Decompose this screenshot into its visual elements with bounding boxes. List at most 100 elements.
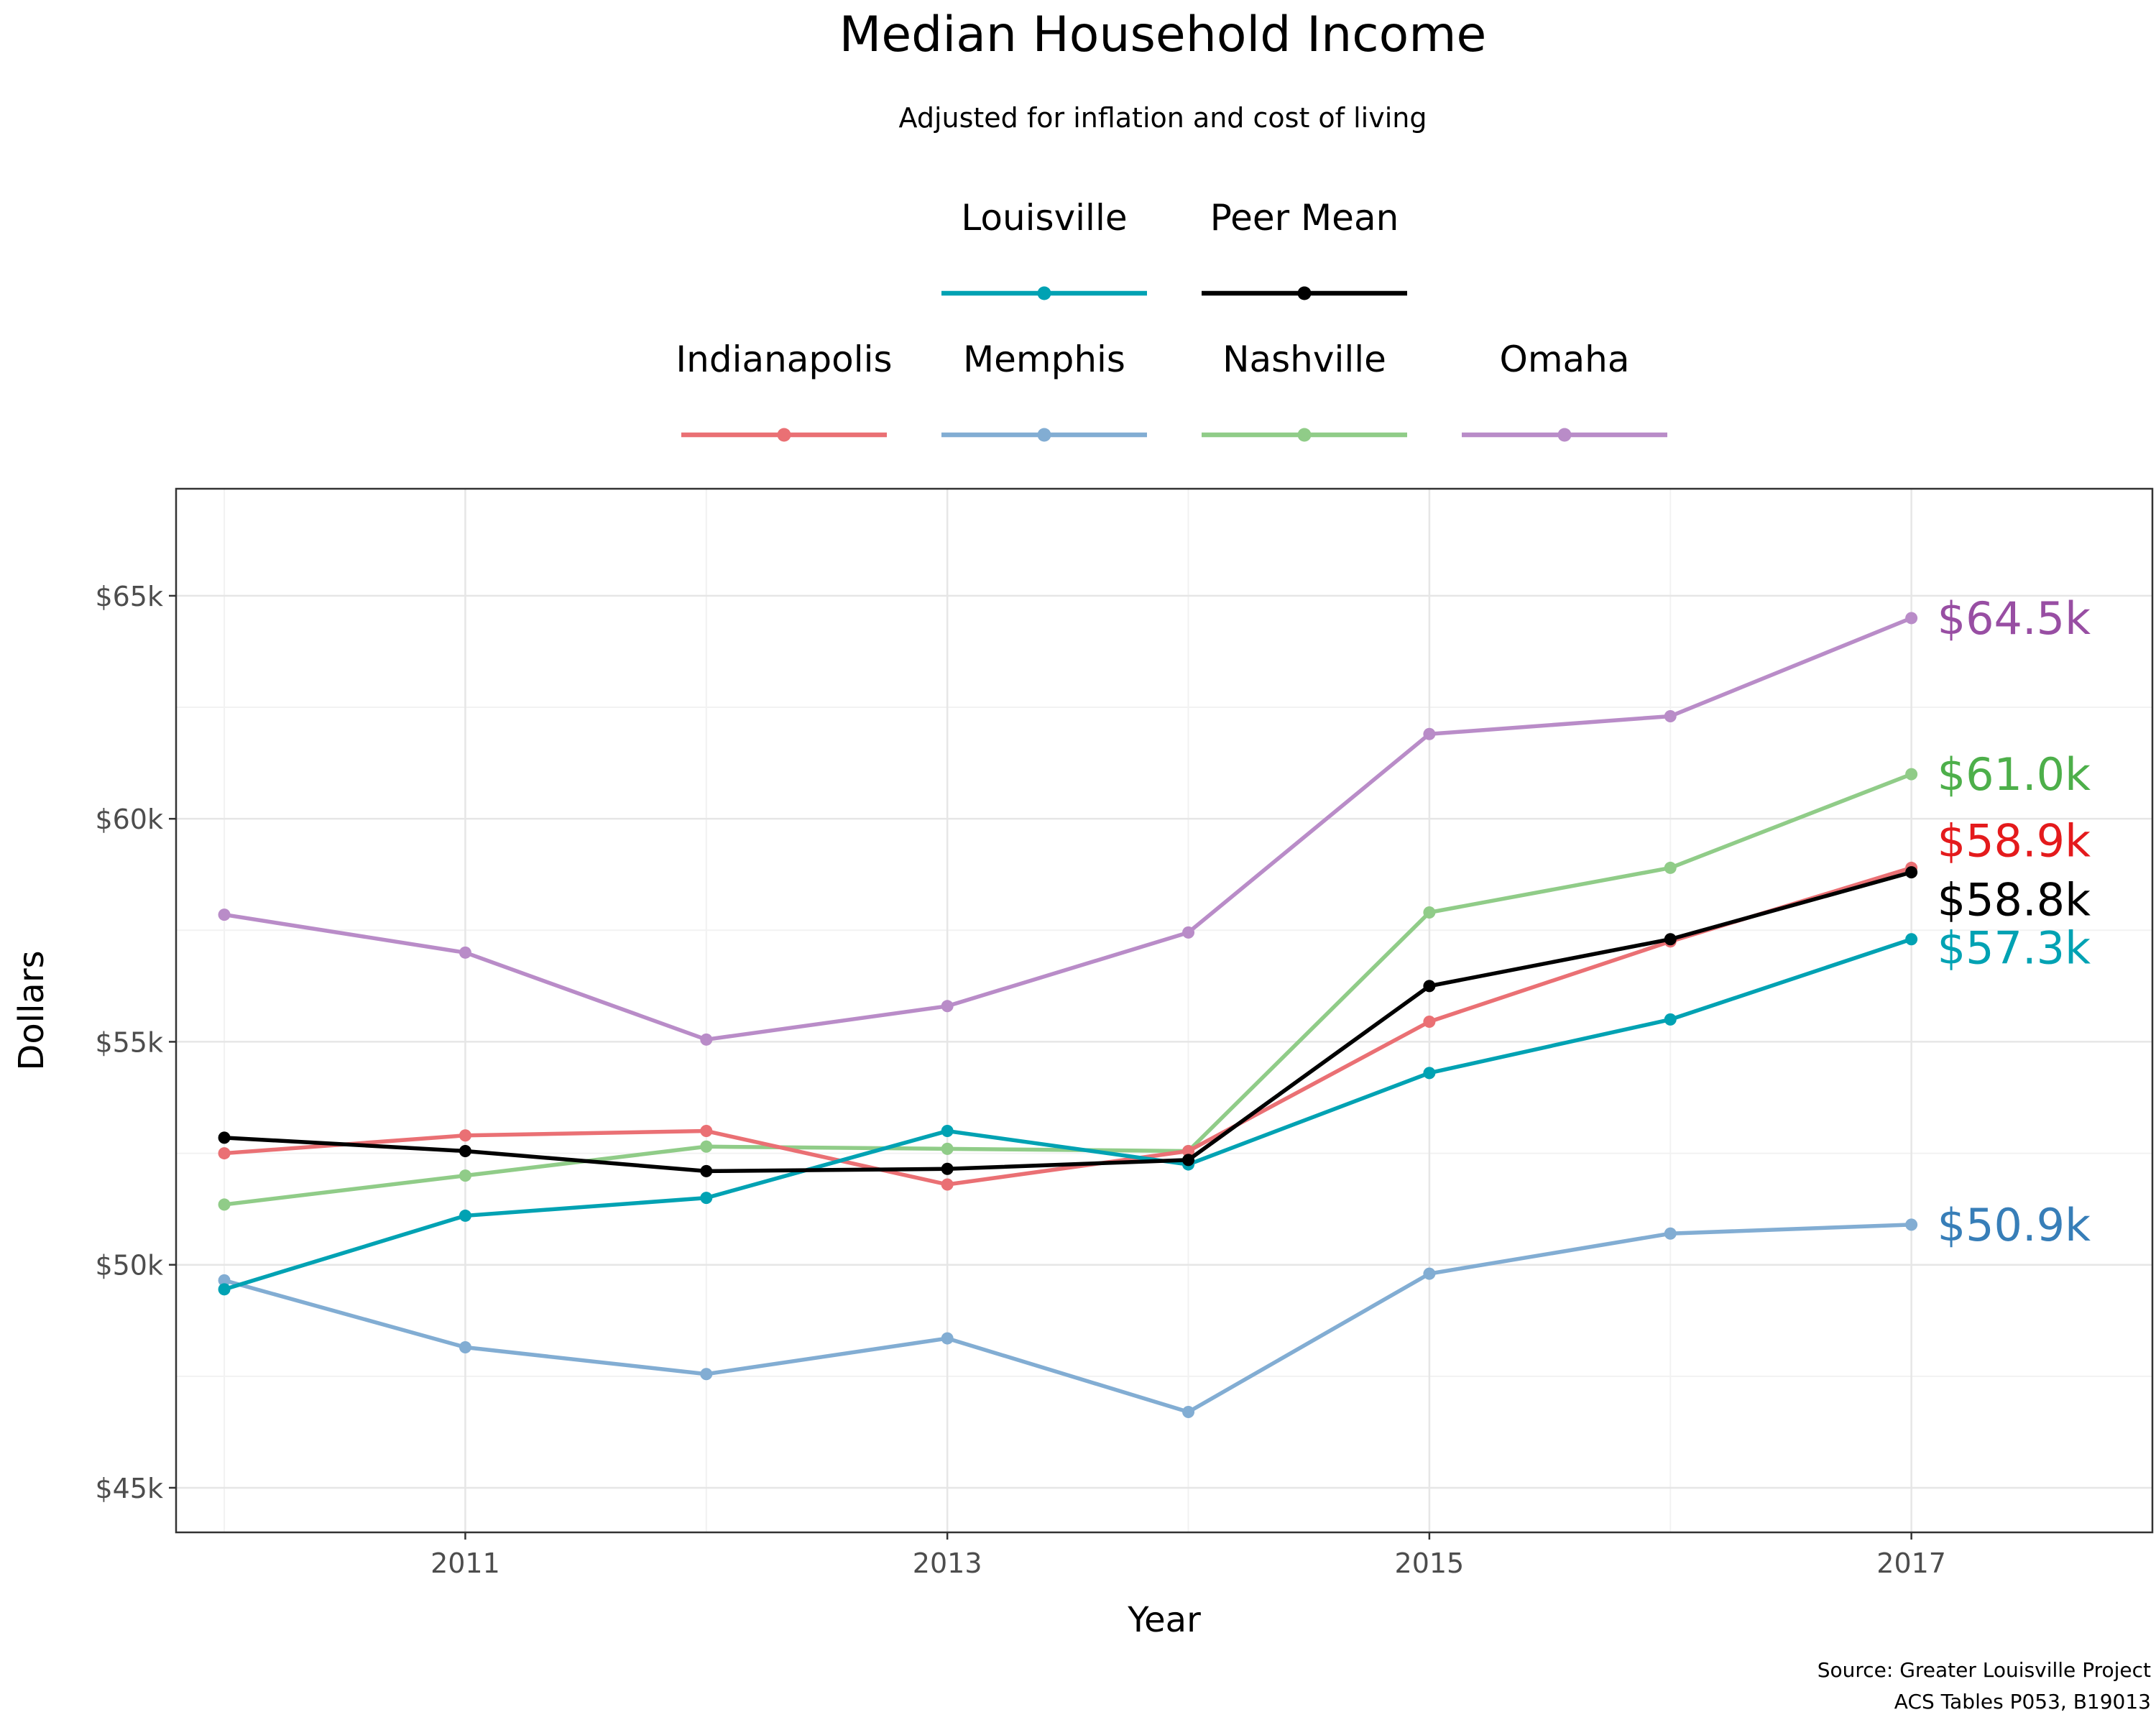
series-line	[222, 772, 1914, 1207]
series-omaha	[218, 612, 1918, 1046]
data-point	[1905, 768, 1918, 781]
plot-panel-border	[175, 487, 2154, 1534]
data-point	[1664, 861, 1677, 874]
legend-item: Omaha	[1462, 339, 1667, 442]
chart-subtitle: Adjusted for inflation and cost of livin…	[899, 102, 1427, 134]
x-tick-label: 2013	[913, 1547, 982, 1579]
data-point	[941, 1162, 954, 1175]
data-point	[700, 1192, 713, 1205]
legend-key-point	[1297, 286, 1312, 300]
data-point	[700, 1140, 713, 1153]
data-point	[218, 908, 231, 921]
series-layer	[218, 612, 1918, 1418]
series-line	[222, 937, 1914, 1292]
legend-item: Memphis	[941, 339, 1147, 442]
data-point	[1905, 612, 1918, 625]
axes: $45k $50k $55k $60k $65k 2011 2013 2015 2017	[95, 581, 1946, 1579]
legend-item: Peer Mean	[1202, 197, 1407, 300]
data-point	[941, 1332, 954, 1345]
series-indianapolis	[218, 861, 1918, 1191]
data-point	[1423, 980, 1436, 993]
series-line	[222, 870, 1914, 1174]
legend-key-point	[1557, 428, 1572, 442]
x-tick-label: 2015	[1395, 1547, 1465, 1579]
data-point	[1423, 727, 1436, 740]
data-point	[1905, 866, 1918, 879]
data-point	[1423, 1267, 1436, 1280]
data-point	[1182, 1144, 1195, 1157]
data-point	[218, 1147, 231, 1160]
data-point	[1182, 1154, 1195, 1167]
legend-label: Louisville	[961, 197, 1127, 239]
legend-key-point	[777, 428, 791, 442]
data-point	[459, 1129, 471, 1142]
data-point	[700, 1033, 713, 1046]
chart-title: Median Household Income	[839, 6, 1487, 63]
data-point	[459, 1340, 471, 1353]
data-point	[1182, 926, 1195, 939]
series-line	[222, 865, 1914, 1187]
source-line-1: Source: Greater Louisville Project	[1818, 1658, 2151, 1682]
y-tick-label: $60k	[95, 804, 163, 835]
data-point	[1423, 1016, 1436, 1029]
data-point	[459, 946, 471, 959]
legend: Louisville Peer Mean Indianapolis Memphis Na…	[676, 197, 1667, 442]
data-point	[941, 1142, 954, 1155]
legend-label: Omaha	[1499, 339, 1629, 380]
data-point	[1664, 709, 1677, 722]
end-label: $64.5k	[1938, 592, 2091, 645]
legend-label: Nashville	[1222, 339, 1386, 380]
data-point	[700, 1125, 713, 1138]
series-line	[222, 1223, 1914, 1414]
legend-key-point	[1297, 428, 1312, 442]
legend-item: Nashville	[1202, 339, 1407, 442]
grid	[176, 489, 2152, 1532]
data-point	[941, 1178, 954, 1191]
end-label: $57.3k	[1938, 922, 2091, 975]
legend-item: Indianapolis	[676, 339, 893, 442]
y-axis-label: Dollars	[11, 950, 52, 1070]
end-label: $58.8k	[1938, 874, 2091, 926]
data-point	[459, 1144, 471, 1157]
end-label: $50.9k	[1938, 1199, 2091, 1251]
data-point	[218, 1283, 231, 1296]
x-axis-label: Year	[1127, 1600, 1201, 1640]
data-point	[218, 1131, 231, 1144]
data-point	[1423, 906, 1436, 919]
y-tick-label: $50k	[95, 1250, 163, 1282]
data-point	[700, 1164, 713, 1177]
legend-key-point	[1037, 286, 1051, 300]
y-tick-label: $55k	[95, 1026, 163, 1058]
end-label: $58.9k	[1938, 814, 2091, 867]
series-line	[222, 616, 1914, 1042]
end-label: $61.0k	[1938, 748, 2091, 801]
series-louisville	[218, 933, 1918, 1296]
y-tick-label: $65k	[95, 581, 163, 612]
legend-label: Peer Mean	[1210, 197, 1399, 239]
data-point	[218, 1274, 231, 1287]
x-tick-label: 2017	[1876, 1547, 1946, 1579]
series-peer-mean	[218, 866, 1918, 1177]
data-point	[1664, 1227, 1677, 1240]
legend-label: Indianapolis	[676, 339, 892, 380]
legend-key-point	[1037, 428, 1051, 442]
data-point	[700, 1368, 713, 1381]
x-tick-label: 2011	[430, 1547, 500, 1579]
data-point	[1423, 1067, 1436, 1080]
series-memphis	[218, 1218, 1918, 1418]
source-line-2: ACS Tables P053, B19013	[1894, 1690, 2151, 1714]
data-point	[1664, 933, 1677, 946]
legend-label: Memphis	[963, 339, 1125, 380]
end-labels: $64.5k $61.0k $58.9k $50.9k $57.3k$58.8k	[1938, 592, 2091, 1251]
y-tick-label: $45k	[95, 1473, 163, 1504]
data-point	[1182, 1405, 1195, 1418]
data-point	[941, 1125, 954, 1138]
data-point	[218, 1198, 231, 1211]
data-point	[1905, 1218, 1918, 1231]
series-nashville	[218, 768, 1918, 1211]
data-point	[459, 1209, 471, 1222]
data-point	[1664, 1013, 1677, 1026]
legend-item: Louisville	[941, 197, 1147, 300]
data-point	[459, 1169, 471, 1182]
